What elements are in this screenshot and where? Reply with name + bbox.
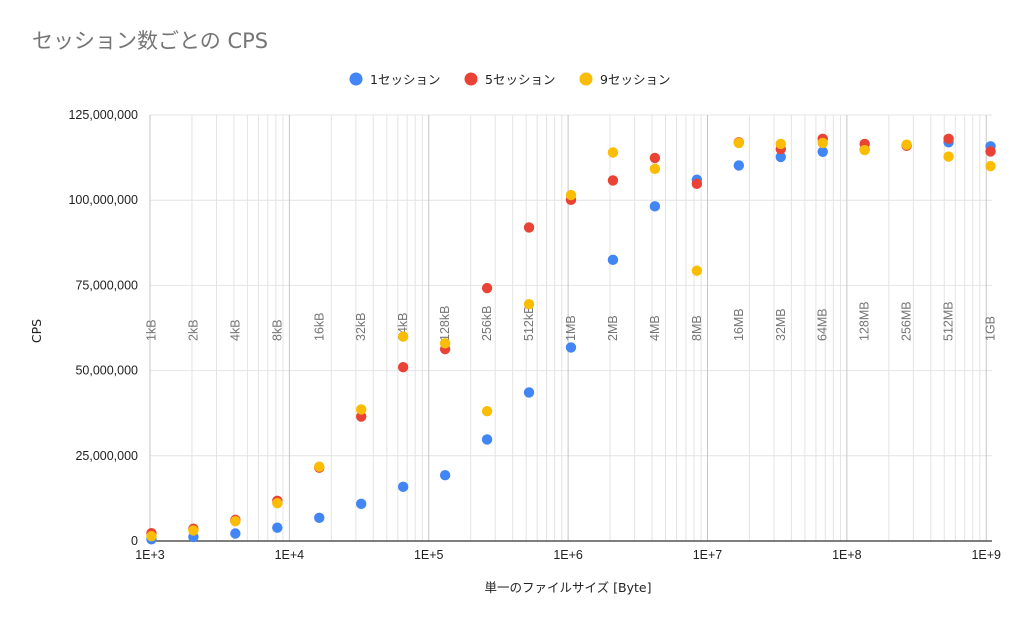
data-point [817,137,828,149]
data-point [775,151,786,163]
data-point [397,481,409,493]
data-point [733,137,745,149]
x-tick-label: 1E+5 [414,548,444,562]
data-point [775,138,786,150]
data-point [230,528,241,539]
size-label-128kB: 128kB [438,306,452,341]
size-label-16kB: 16kB [312,313,326,342]
size-label-256kB: 256kB [480,306,494,341]
data-point [733,160,745,171]
data-point [230,516,241,527]
data-point [356,498,367,510]
x-tick-label: 1E+4 [275,548,305,562]
size-label-1kB: 1kB [144,319,158,341]
x-tick-label: 1E+8 [832,548,862,562]
data-point [607,254,619,266]
chart-title: セッション数ごとの CPS [32,29,268,53]
data-point [397,361,409,373]
legend-label: 1セッション [370,72,440,87]
data-point [943,133,954,145]
data-point [943,151,954,162]
x-tick-label: 1E+3 [135,548,165,562]
data-point [649,201,661,212]
data-point [985,160,996,172]
data-point [314,461,325,472]
size-annotations: 1kB 2kB 4kB 8kB 16kB 32kB 64kB 128kB 256kB 512kB 1… [144,301,997,341]
data-point [985,146,996,157]
size-label-4MB: 4MB [648,315,662,341]
data-point [481,434,493,445]
size-label-512MB: 512MB [942,301,956,341]
data-point [817,146,828,158]
data-point [691,178,703,190]
size-label-256MB: 256MB [900,301,914,341]
data-point [439,470,451,481]
data-point [397,331,409,342]
data-points [146,133,996,545]
x-tick-label: 1E+9 [971,548,1001,562]
data-point [523,222,535,233]
data-point [565,342,577,353]
data-point [146,531,157,542]
data-point [607,147,619,158]
data-point [649,152,661,164]
y-tick-label: 100,000,000 [68,193,138,207]
legend-marker [464,72,478,86]
data-point [607,175,619,186]
data-point [314,512,325,524]
data-point [481,282,493,294]
y-tick-label: 50,000,000 [75,364,138,378]
size-label-512kB: 512kB [522,306,536,341]
size-label-8MB: 8MB [690,315,704,341]
legend-label: 5セッション [485,72,555,87]
data-point [859,144,870,156]
size-label-1GB: 1GB [984,316,998,341]
data-point [481,405,493,417]
grid [149,114,992,542]
size-label-32kB: 32kB [354,313,368,342]
data-point [523,298,535,310]
x-tick-label: 1E+6 [553,548,583,562]
size-label-32MB: 32MB [774,308,788,341]
x-tick-label: 1E+7 [693,548,723,562]
data-point [439,338,451,349]
size-label-2kB: 2kB [186,319,200,341]
data-point [272,522,283,533]
data-point [649,163,661,175]
data-point [356,404,367,415]
size-label-8kB: 8kB [270,319,284,341]
y-tick-label: 0 [131,534,138,548]
y-tick-label: 75,000,000 [75,278,138,292]
legend-marker [349,72,363,86]
y-axis-title: CPS [29,319,44,343]
y-axis: 0 25,000,000 50,000,000 75,000,000 100,000,0… [68,108,138,548]
size-label-2MB: 2MB [606,315,620,341]
data-point [356,411,367,422]
legend: 1セッション 5セッション 9セッション [349,72,670,87]
y-tick-label: 125,000,000 [68,108,138,122]
x-axis-title: 単一のファイルサイズ [Byte] [485,580,652,595]
legend-marker [579,72,593,86]
data-point [691,265,703,276]
x-axis: 1E+3 1E+4 1E+5 1E+6 1E+7 1E+8 1E+9 [135,548,1001,562]
data-point [188,525,199,536]
size-label-16MB: 16MB [732,308,746,341]
data-point [272,497,283,509]
size-label-128MB: 128MB [858,301,872,341]
data-point [523,387,535,398]
y-tick-label: 25,000,000 [75,449,138,463]
size-label-4kB: 4kB [228,319,242,341]
data-point [565,189,577,201]
data-point [901,139,912,150]
size-label-1MB: 1MB [564,315,578,341]
legend-label: 9セッション [600,72,670,87]
size-label-64MB: 64MB [816,308,830,341]
